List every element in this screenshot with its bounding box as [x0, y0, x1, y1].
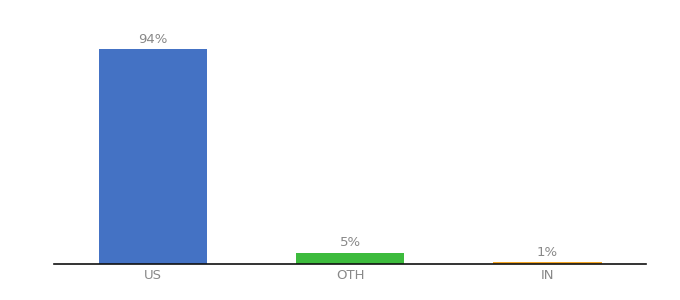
Bar — [493, 262, 602, 264]
Text: 5%: 5% — [339, 236, 361, 249]
Text: 94%: 94% — [138, 33, 168, 46]
Text: 1%: 1% — [537, 246, 558, 260]
Bar — [99, 49, 207, 264]
Bar — [296, 253, 405, 264]
